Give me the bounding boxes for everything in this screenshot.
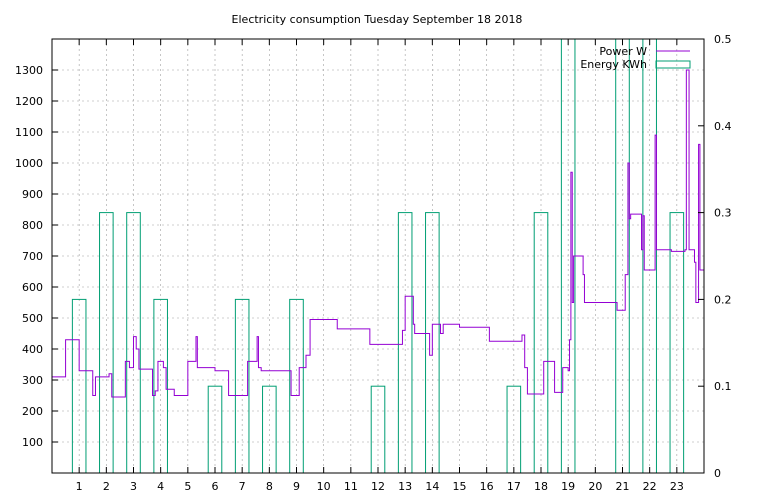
legend-power-label: Power W xyxy=(599,45,647,58)
x-tick-label-7: 8 xyxy=(266,480,273,493)
y-left-tick-label-0: 100 xyxy=(22,436,43,449)
power-series xyxy=(52,69,704,398)
y-left-tick-label-12: 1300 xyxy=(15,64,43,77)
y-left-tick-label-10: 1100 xyxy=(15,126,43,139)
x-tick-label-2: 3 xyxy=(130,480,137,493)
y-left-tick-label-6: 700 xyxy=(22,250,43,263)
x-tick-label-15: 16 xyxy=(480,480,494,493)
x-tick-label-19: 20 xyxy=(588,480,602,493)
y-left-tick-label-1: 200 xyxy=(22,405,43,418)
x-tick-label-14: 15 xyxy=(453,480,467,493)
y-right-tick-label-1: 0.1 xyxy=(714,380,732,393)
x-tick-label-0: 1 xyxy=(76,480,83,493)
y-right-tick-label-3: 0.3 xyxy=(714,207,732,220)
y-left-tick-label-2: 300 xyxy=(22,374,43,387)
x-tick-label-8: 9 xyxy=(293,480,300,493)
x-tick-label-12: 13 xyxy=(398,480,412,493)
x-tick-label-18: 19 xyxy=(561,480,575,493)
x-tick-label-3: 4 xyxy=(157,480,164,493)
y-right-tick-label-5: 0.5 xyxy=(714,33,732,46)
power-line xyxy=(52,69,704,398)
x-tick-label-6: 7 xyxy=(239,480,246,493)
y-right-tick-label-0: 0 xyxy=(714,467,721,480)
grid xyxy=(52,39,704,473)
legend-energy-swatch xyxy=(655,60,691,69)
x-tick-label-22: 23 xyxy=(670,480,684,493)
legend: Power W Energy KWh xyxy=(580,45,691,71)
x-tick-label-10: 11 xyxy=(344,480,358,493)
y-left-tick-label-4: 500 xyxy=(22,312,43,325)
y-left-tick-label-5: 600 xyxy=(22,281,43,294)
x-tick-label-9: 10 xyxy=(317,480,331,493)
y-right-tick-label-4: 0.4 xyxy=(714,120,732,133)
y-left-tick-label-9: 1000 xyxy=(15,157,43,170)
x-tick-label-16: 17 xyxy=(507,480,521,493)
axes: 1 2 3 4 5 6 7 8 9 10 11 12 13 14 15 16 17 18 19 20 21 22 23100… xyxy=(15,33,732,493)
legend-energy-label: Energy KWh xyxy=(580,58,647,71)
x-tick-label-4: 5 xyxy=(184,480,191,493)
y-left-tick-label-3: 400 xyxy=(22,343,43,356)
x-tick-label-5: 6 xyxy=(212,480,219,493)
x-tick-label-11: 12 xyxy=(371,480,385,493)
x-tick-label-17: 18 xyxy=(534,480,548,493)
x-tick-label-1: 2 xyxy=(103,480,110,493)
x-tick-label-13: 14 xyxy=(425,480,439,493)
y-left-tick-label-7: 800 xyxy=(22,219,43,232)
y-left-tick-label-8: 900 xyxy=(22,188,43,201)
chart-title: Electricity consumption Tuesday Septembe… xyxy=(232,13,523,26)
x-tick-label-20: 21 xyxy=(616,480,630,493)
y-left-tick-label-11: 1200 xyxy=(15,95,43,108)
x-tick-label-21: 22 xyxy=(643,480,657,493)
y-right-tick-label-2: 0.2 xyxy=(714,293,732,306)
